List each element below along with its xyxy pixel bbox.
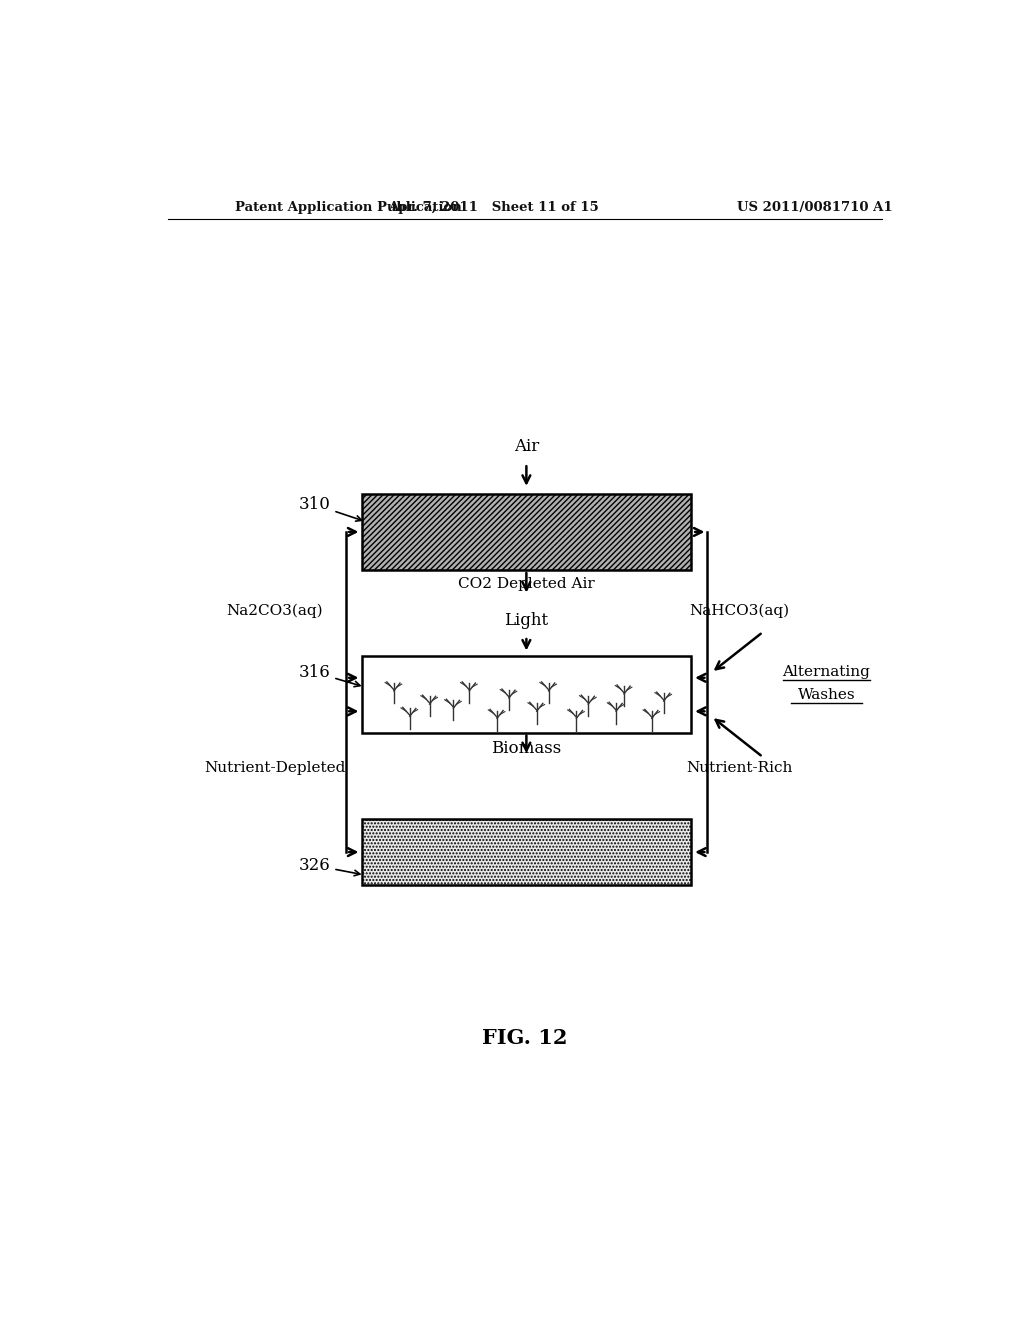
Text: Patent Application Publication: Patent Application Publication [236, 201, 462, 214]
Text: Nutrient-Depleted: Nutrient-Depleted [204, 762, 345, 775]
Text: Apr. 7, 2011   Sheet 11 of 15: Apr. 7, 2011 Sheet 11 of 15 [388, 201, 598, 214]
Text: Washes: Washes [798, 688, 855, 702]
Text: Na2CO3(aq): Na2CO3(aq) [226, 603, 324, 618]
Text: Air: Air [514, 438, 539, 455]
Text: 326: 326 [299, 857, 359, 875]
Text: NaHCO3(aq): NaHCO3(aq) [689, 603, 790, 618]
Bar [362, 494, 691, 570]
Bar [362, 656, 691, 733]
Text: Biomass: Biomass [492, 739, 561, 756]
Text: Nutrient-Rich: Nutrient-Rich [686, 762, 793, 775]
Text: US 2011/0081710 A1: US 2011/0081710 A1 [736, 201, 892, 214]
Text: Alternating: Alternating [782, 665, 870, 678]
Bar [362, 818, 691, 886]
Text: 316: 316 [299, 664, 360, 686]
Text: CO2 Depleted Air: CO2 Depleted Air [458, 577, 595, 591]
Text: FIG. 12: FIG. 12 [482, 1027, 567, 1048]
Text: Light: Light [505, 612, 549, 630]
Text: 310: 310 [299, 496, 361, 521]
